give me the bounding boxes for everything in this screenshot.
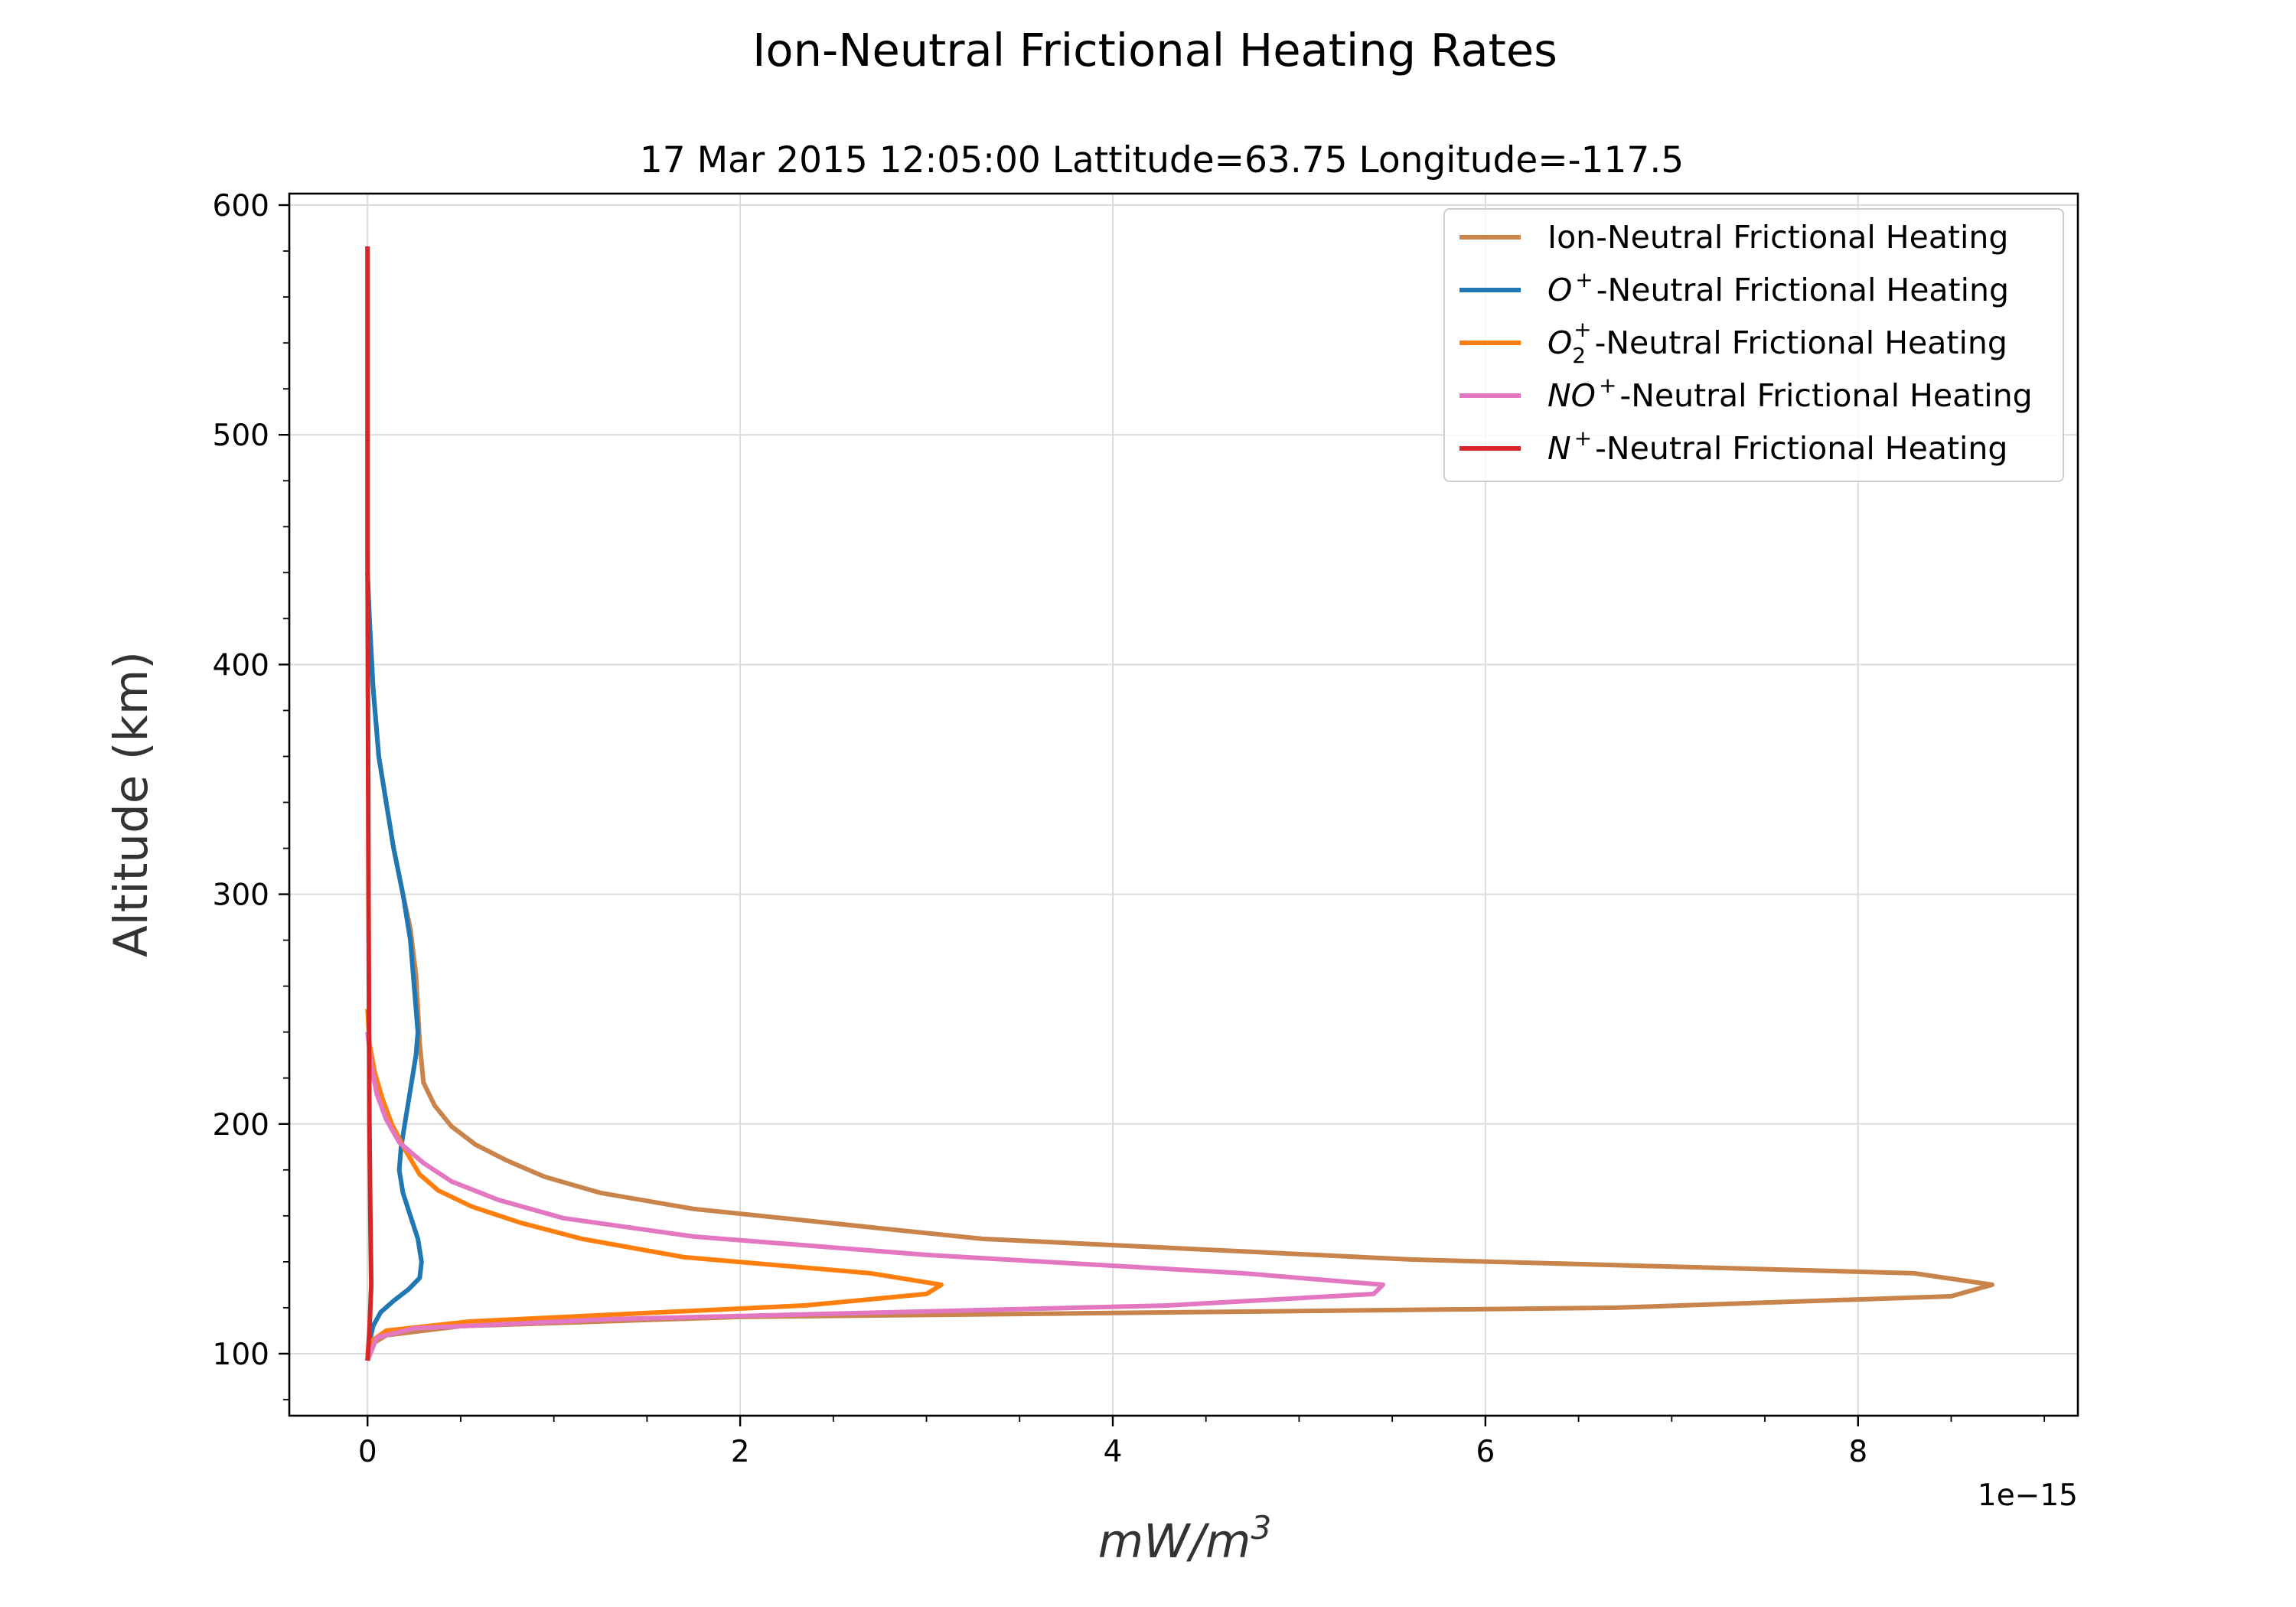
legend-label-ion: O bbox=[1548, 324, 1572, 361]
legend-label: Ion-Neutral Frictional Heating bbox=[1548, 219, 2008, 256]
legend-label-subscript: 2 bbox=[1572, 343, 1586, 368]
series-line-2 bbox=[365, 572, 424, 1361]
legend-label: NO +-Neutral Frictional Heating bbox=[1548, 373, 2033, 414]
legend-label-ion: O bbox=[1548, 272, 1572, 308]
legend-label-text: -Neutral Frictional Heating bbox=[1595, 324, 2007, 361]
y-tick-label: 400 bbox=[213, 648, 269, 683]
y-tick-label: 300 bbox=[213, 878, 269, 913]
x-tick-label: 8 bbox=[1848, 1435, 1867, 1469]
y-axis-label: Altitude (km) bbox=[104, 651, 158, 957]
legend-frame bbox=[1443, 208, 2064, 482]
legend-label-ion: N bbox=[1548, 430, 1571, 467]
legend-label: N +-Neutral Frictional Heating bbox=[1548, 425, 2007, 467]
series-lines bbox=[365, 246, 1994, 1362]
y-tick-label: 600 bbox=[213, 189, 269, 223]
axis-tick-labels: 0 2 4 6 8 100 200 300 400 500 600 bbox=[213, 189, 1868, 1469]
x-tick-label: 2 bbox=[731, 1435, 750, 1469]
x-axis-label-base: mW/m bbox=[1098, 1514, 1251, 1569]
series-line-5 bbox=[365, 246, 374, 1361]
legend-label-text: -Neutral Frictional Heating bbox=[1596, 272, 2009, 308]
x-tick-label: 6 bbox=[1476, 1435, 1495, 1469]
y-tick-label: 100 bbox=[213, 1338, 269, 1372]
series-line-4 bbox=[365, 1032, 1385, 1362]
legend-label-ion: NO bbox=[1548, 377, 1596, 414]
legend-label-text: -Neutral Frictional Heating bbox=[1619, 377, 2032, 414]
legend-label: O2+-Neutral Frictional Heating bbox=[1548, 317, 2007, 368]
series-line-3 bbox=[365, 1009, 944, 1361]
legend-label-superscript: + bbox=[1574, 425, 1592, 451]
chart-title: Ion-Neutral Frictional Heating Rates bbox=[752, 24, 1557, 77]
legend-label-text: -Neutral Frictional Heating bbox=[1595, 430, 2007, 467]
chart-subtitle: 17 Mar 2015 12:05:00 Lattitude=63.75 Lon… bbox=[640, 139, 1684, 181]
axis-ticks bbox=[279, 204, 2046, 1426]
x-offset-text: 1e−15 bbox=[1978, 1478, 2078, 1513]
plot-frame bbox=[288, 192, 2079, 1417]
legend-label-superscript: + bbox=[1575, 267, 1593, 292]
x-axis-label-exponent: 3 bbox=[1251, 1509, 1271, 1547]
x-axis-label: mW/m3 bbox=[1098, 1509, 1271, 1569]
y-tick-label: 500 bbox=[213, 419, 269, 453]
legend-label-superscript: + bbox=[1599, 373, 1616, 398]
x-tick-label: 4 bbox=[1104, 1435, 1123, 1469]
legend-label-superscript: + bbox=[1574, 317, 1591, 342]
legend-label: O +-Neutral Frictional Heating bbox=[1548, 267, 2009, 308]
x-tick-label: 0 bbox=[358, 1435, 377, 1469]
y-tick-label: 200 bbox=[213, 1108, 269, 1143]
